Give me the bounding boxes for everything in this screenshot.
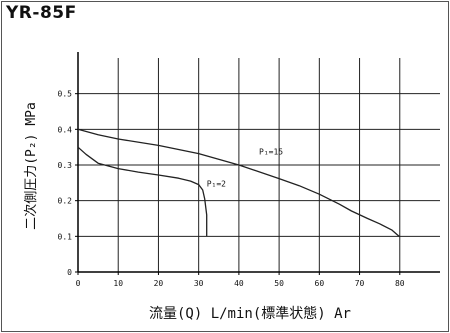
grid-lines <box>78 58 440 272</box>
y-tick-label: 0.2 <box>58 197 73 206</box>
x-tick-label: 70 <box>355 279 365 288</box>
curve-label-2: P₁=2 <box>207 179 226 188</box>
y-tick-label: 0.4 <box>58 125 73 134</box>
y-tick-label: 0.1 <box>58 232 73 241</box>
x-tick-label: 0 <box>76 279 81 288</box>
series-curve-1 <box>77 128 400 237</box>
x-tick-label: 60 <box>315 279 325 288</box>
axes <box>75 52 440 275</box>
curve-label-1: P₁=15 <box>259 147 283 156</box>
x-tick-label: 10 <box>113 279 123 288</box>
y-tick-label: 0 <box>67 268 72 277</box>
y-tick-label: 0.3 <box>58 161 73 170</box>
series-curve-2 <box>77 146 208 237</box>
chart-title: YR-85F <box>6 3 77 23</box>
tick-labels: 0 0.1 0.2 0.3 0.4 0.5 0 10 20 30 40 50 60 70 80 <box>58 90 405 288</box>
x-tick-label: 50 <box>274 279 284 288</box>
y-tick-label: 0.5 <box>58 90 73 99</box>
series-layer <box>77 128 400 237</box>
x-axis-title: 流量(Q) L/min(標準状態) Ar <box>149 306 351 322</box>
x-tick-label: 30 <box>194 279 204 288</box>
x-tick-label: 20 <box>154 279 164 288</box>
curve-labels: P₁=15 P₁=2 <box>207 147 284 188</box>
x-tick-label: 80 <box>395 279 405 288</box>
x-tick-label: 40 <box>234 279 244 288</box>
y-axis-title: 二次側圧力(P₂) MPa <box>23 102 39 230</box>
